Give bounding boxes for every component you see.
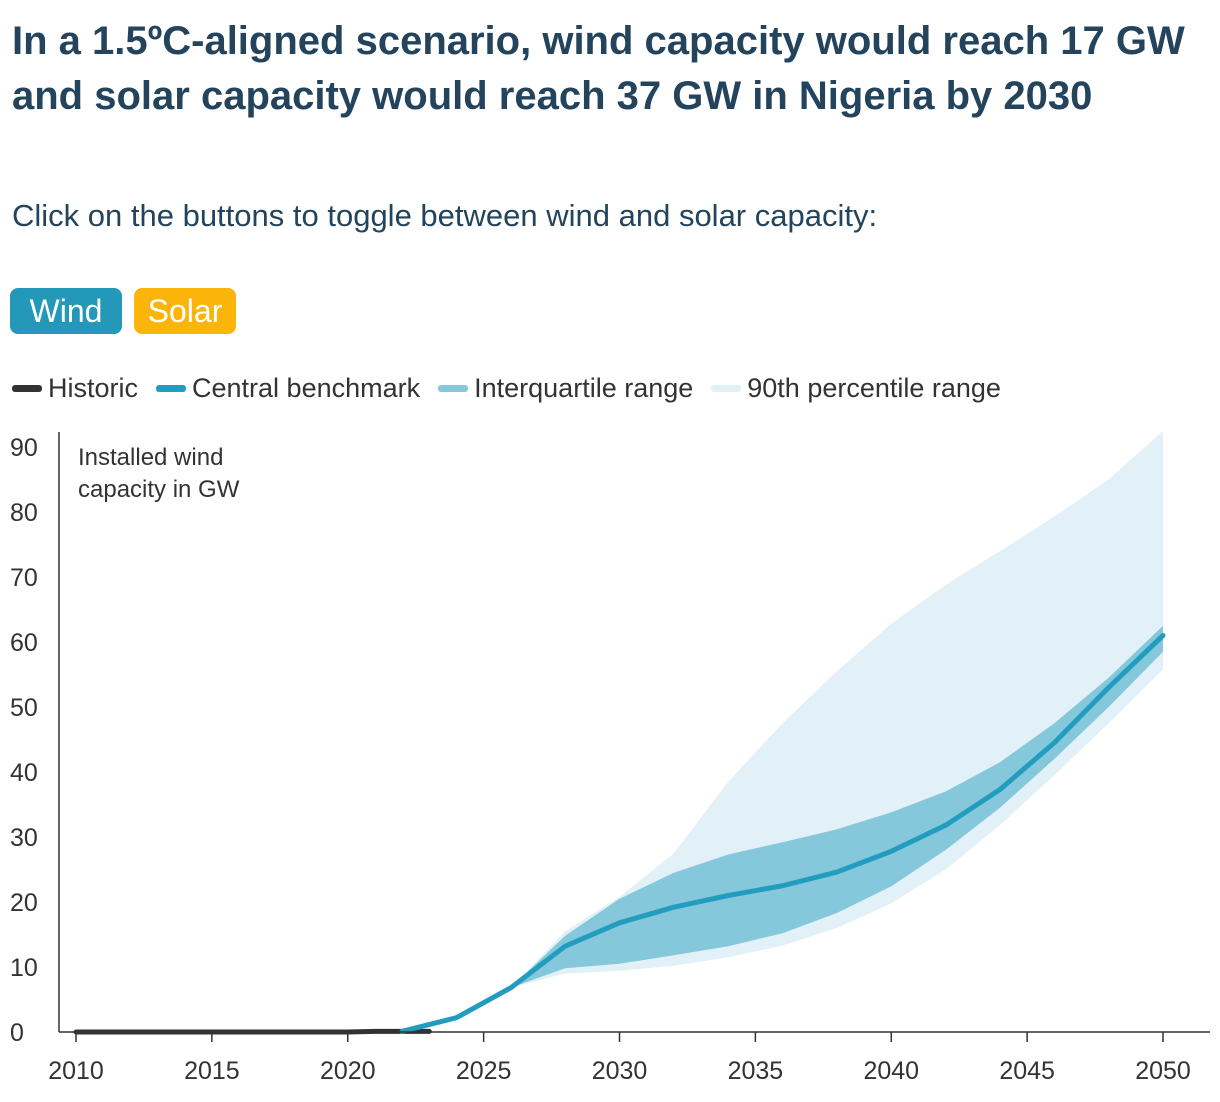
y-tick-label: 80 (10, 499, 38, 527)
y-tick-label: 10 (10, 954, 38, 982)
line-central-benchmark (399, 633, 1166, 1034)
y-tick-label: 30 (10, 824, 38, 852)
legend-swatch-historic (12, 384, 42, 392)
band-interquartile (510, 625, 1163, 988)
x-tick-label: 2015 (184, 1057, 240, 1085)
band-90th-percentile (510, 430, 1163, 988)
solar-button[interactable]: Solar (134, 288, 236, 334)
chart-subtitle: Click on the buttons to toggle between w… (12, 198, 878, 233)
y-tick-label: 70 (10, 564, 38, 592)
legend-swatch-p90 (711, 384, 742, 392)
x-tick-label: 2010 (48, 1057, 104, 1085)
legend-item-iqr[interactable]: Interquartile range (438, 373, 693, 404)
x-tick-label: 2030 (592, 1057, 648, 1085)
legend-item-historic[interactable]: Historic (12, 373, 138, 404)
legend-item-p90[interactable]: 90th percentile range (711, 373, 1001, 404)
x-tick-label: 2040 (863, 1057, 919, 1085)
legend-label-p90: 90th percentile range (747, 372, 1001, 403)
x-tick-label: 2050 (1135, 1057, 1191, 1085)
y-tick-label: 20 (10, 889, 38, 917)
y-tick-label: 60 (10, 629, 38, 657)
chart-legend: Historic Central benchmark Interquartile… (12, 366, 1019, 410)
legend-label-central: Central benchmark (192, 372, 421, 403)
chart-title: In a 1.5ºC-aligned scenario, wind capaci… (12, 19, 1185, 118)
chart-note: Installed wind capacity in GW (78, 444, 240, 503)
legend-swatch-iqr (438, 384, 469, 392)
legend-label-historic: Historic (48, 372, 139, 403)
legend-label-iqr: Interquartile range (474, 372, 694, 403)
x-tick-label: 2045 (999, 1057, 1055, 1085)
legend-item-central[interactable]: Central benchmark (156, 373, 420, 404)
wind-button[interactable]: Wind (10, 288, 122, 334)
y-tick-label: 50 (10, 694, 38, 722)
x-tick-label: 2025 (456, 1057, 512, 1085)
legend-swatch-central (156, 384, 187, 392)
y-tick-label: 40 (10, 759, 38, 787)
y-tick-label: 0 (10, 1019, 24, 1047)
x-tick-label: 2020 (320, 1057, 376, 1085)
y-tick-label: 90 (10, 434, 38, 462)
x-tick-label: 2035 (728, 1057, 784, 1085)
